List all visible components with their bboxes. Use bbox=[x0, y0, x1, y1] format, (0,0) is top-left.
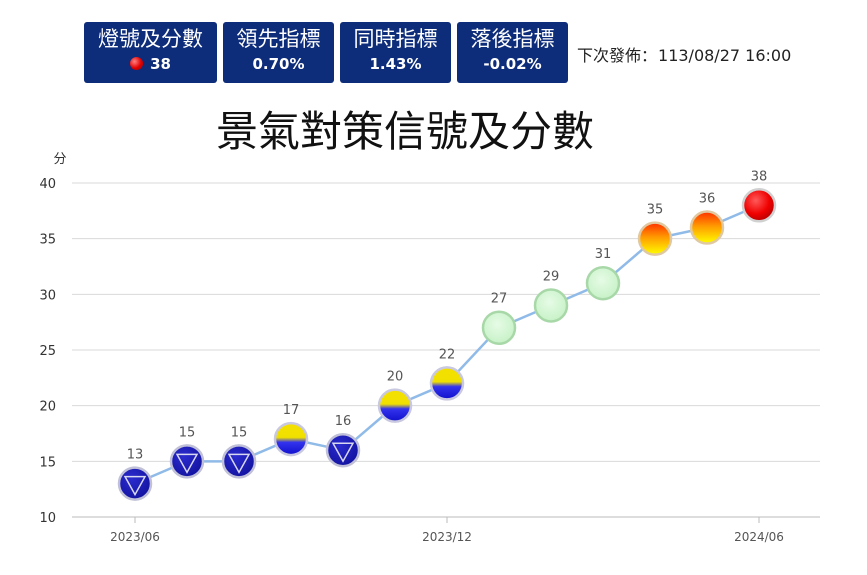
point-marker bbox=[221, 444, 257, 479]
data-point-blue[interactable] bbox=[221, 444, 257, 479]
data-point-yellow-blue[interactable] bbox=[429, 366, 465, 401]
point-marker bbox=[377, 388, 413, 423]
point-marker bbox=[585, 265, 621, 301]
y-tick-label: 10 bbox=[39, 511, 56, 526]
point-marker bbox=[689, 210, 725, 245]
coincident-indicator-value: 1.43% bbox=[369, 55, 422, 73]
data-point-green[interactable] bbox=[533, 288, 569, 323]
signal-score-card[interactable]: 燈號及分數 38 bbox=[84, 22, 217, 83]
y-tick-label: 40 bbox=[39, 177, 56, 192]
data-label: 27 bbox=[491, 292, 508, 307]
down-triangle-icon bbox=[227, 453, 251, 474]
point-marker bbox=[273, 421, 309, 457]
data-points bbox=[117, 188, 777, 501]
point-marker bbox=[429, 366, 465, 401]
data-point-green[interactable] bbox=[585, 265, 621, 301]
point-marker bbox=[741, 188, 777, 223]
next-release-text: 下次發佈：113/08/27 16:00 bbox=[576, 42, 791, 66]
y-tick-label: 15 bbox=[39, 455, 56, 470]
data-point-red[interactable] bbox=[741, 188, 777, 223]
data-label: 29 bbox=[543, 269, 560, 284]
data-label: 16 bbox=[335, 414, 352, 429]
lagging-indicator-value: -0.02% bbox=[483, 55, 542, 73]
point-marker bbox=[117, 466, 153, 501]
data-labels: 13 15 15 17 16 20 22 27 29 31 35 36 38 bbox=[127, 169, 768, 462]
data-point-yellow-red[interactable] bbox=[637, 221, 673, 256]
data-label: 35 bbox=[647, 203, 664, 218]
chart-title: 景氣對策信號及分數 bbox=[216, 107, 594, 156]
data-point-blue[interactable] bbox=[325, 432, 361, 468]
data-point-yellow-blue[interactable] bbox=[377, 388, 413, 423]
y-tick-label: 25 bbox=[39, 344, 56, 359]
data-label: 31 bbox=[595, 247, 612, 262]
data-point-yellow-red[interactable] bbox=[689, 210, 725, 245]
y-axis-ticks: 10 15 20 25 30 35 40 bbox=[39, 177, 56, 526]
data-label: 38 bbox=[751, 169, 768, 184]
y-tick-label: 30 bbox=[39, 288, 56, 303]
lagging-indicator-title: 落後指標 bbox=[470, 27, 555, 51]
x-tick-label: 2023/12 bbox=[422, 530, 472, 544]
data-label: 36 bbox=[699, 192, 716, 207]
coincident-indicator-card[interactable]: 同時指標 1.43% bbox=[340, 22, 451, 83]
leading-indicator-title: 領先指標 bbox=[236, 27, 321, 51]
signal-score-title: 燈號及分數 bbox=[98, 27, 203, 51]
next-release-value: 113/08/27 16:00 bbox=[658, 46, 792, 65]
point-marker bbox=[169, 444, 205, 479]
data-label: 13 bbox=[127, 448, 144, 463]
signal-score-value: 38 bbox=[150, 55, 171, 73]
point-marker bbox=[637, 221, 673, 256]
data-label: 22 bbox=[439, 347, 456, 362]
point-marker bbox=[533, 288, 569, 323]
point-marker bbox=[481, 310, 517, 345]
data-point-blue[interactable] bbox=[169, 444, 205, 479]
point-marker bbox=[325, 432, 361, 468]
coincident-indicator-title: 同時指標 bbox=[353, 27, 438, 51]
next-release-label: 下次發佈： bbox=[577, 46, 658, 65]
leading-indicator-card[interactable]: 領先指標 0.70% bbox=[223, 22, 334, 83]
data-label: 17 bbox=[283, 403, 300, 418]
lagging-indicator-card[interactable]: 落後指標 -0.02% bbox=[457, 22, 568, 83]
data-point-green[interactable] bbox=[481, 310, 517, 345]
down-triangle-icon bbox=[175, 453, 199, 474]
down-triangle-icon bbox=[331, 442, 355, 463]
x-tick-label: 2023/06 bbox=[110, 530, 160, 544]
data-point-blue[interactable] bbox=[117, 466, 153, 501]
x-tick-label: 2024/06 bbox=[734, 530, 784, 544]
y-tick-label: 20 bbox=[39, 400, 56, 415]
data-point-yellow-blue[interactable] bbox=[273, 421, 309, 457]
down-triangle-icon bbox=[123, 475, 147, 497]
data-label: 15 bbox=[179, 425, 196, 440]
data-label: 20 bbox=[387, 370, 404, 385]
y-axis-unit-label: 分 bbox=[53, 152, 66, 167]
x-axis-ticks: 2023/06 2023/12 2024/06 bbox=[110, 517, 784, 544]
data-label: 15 bbox=[231, 425, 248, 440]
indicator-cards: 燈號及分數 38 領先指標 0.70% 同時指標 1.43% 落後指標 -0.0… bbox=[84, 22, 791, 83]
red-signal-icon bbox=[130, 57, 144, 70]
y-tick-label: 35 bbox=[39, 233, 56, 248]
leading-indicator-value: 0.70% bbox=[252, 55, 305, 73]
